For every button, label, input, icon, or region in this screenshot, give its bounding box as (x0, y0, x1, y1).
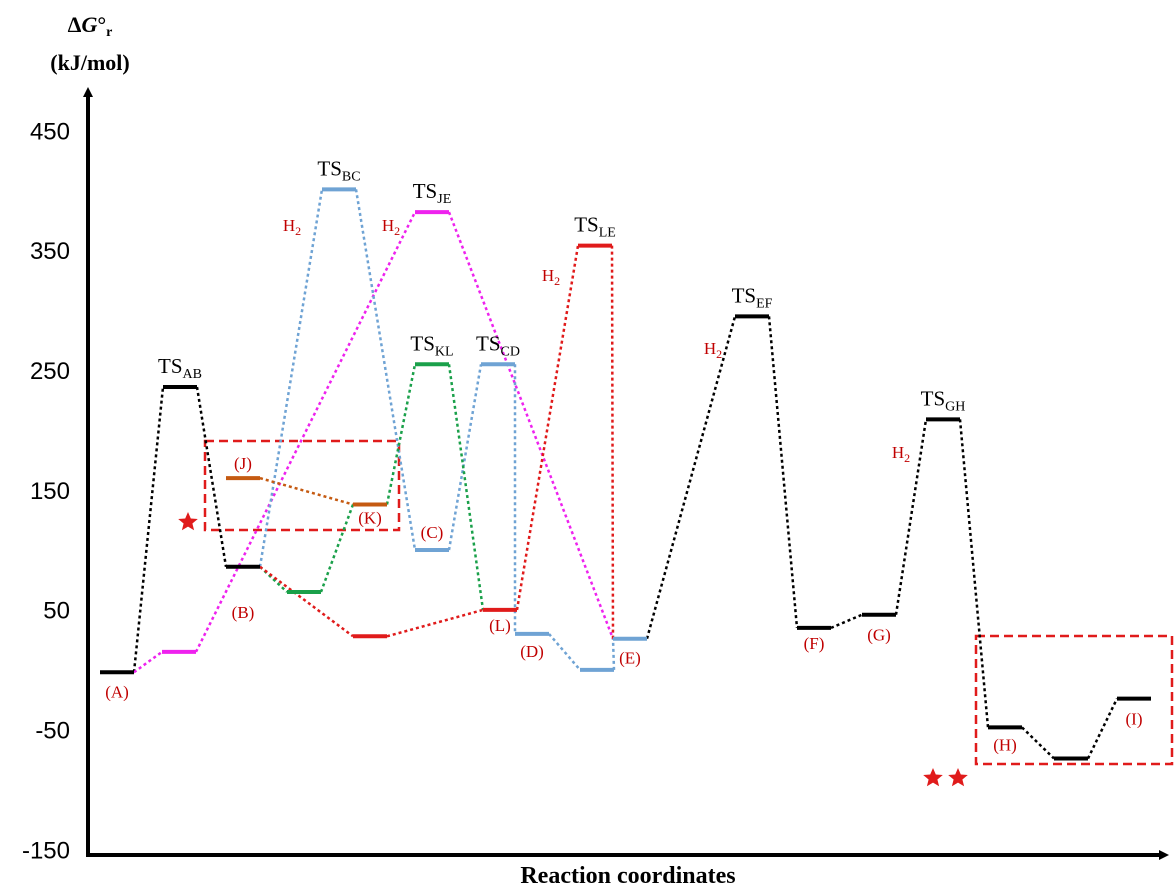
ts-label-sub: JE (437, 192, 451, 207)
ts-label: TSJE (413, 179, 452, 207)
ts-label: TSCD (476, 331, 520, 359)
h2-sub: 2 (904, 451, 910, 465)
state-label: (E) (619, 649, 641, 668)
h2-main: H (704, 339, 716, 358)
ts-label-main: TS (158, 354, 183, 378)
ts-label: TSLE (574, 213, 616, 241)
state-label: (L) (489, 616, 511, 635)
connector (549, 634, 580, 670)
connector (260, 189, 322, 566)
ts-label-main: TS (921, 386, 946, 410)
ts-label: TSBC (317, 156, 360, 184)
connector (134, 387, 163, 672)
h2-annotation: H2 (283, 216, 301, 238)
ts-label-main: TS (732, 283, 757, 307)
y-title-sub: r (106, 25, 112, 40)
ts-label-sub: BC (342, 169, 361, 184)
h2-sub: 2 (394, 224, 400, 238)
state-label: (D) (520, 642, 544, 661)
connector (612, 246, 613, 639)
ts-label-main: TS (317, 156, 342, 180)
connector (197, 387, 226, 567)
h2-annotation: H2 (704, 339, 722, 361)
connector (960, 419, 988, 727)
connector (134, 652, 162, 672)
h2-main: H (892, 443, 904, 462)
y-tick-label: -50 (35, 718, 70, 745)
y-axis-title: ΔG°r (68, 12, 113, 40)
connector (769, 316, 797, 628)
h2-sub: 2 (295, 224, 301, 238)
ts-label: TSEF (732, 283, 773, 311)
h2-sub: 2 (716, 347, 722, 361)
ts-label-sub: CD (501, 344, 520, 359)
ts-label: TSKL (410, 331, 453, 359)
ts-label-sub: KL (435, 344, 454, 359)
ts-label-main: TS (410, 331, 435, 355)
ts-label-sub: LE (599, 226, 616, 241)
state-label: (B) (232, 603, 255, 622)
connector (387, 610, 483, 636)
h2-main: H (283, 216, 295, 235)
connector (196, 212, 415, 652)
connector (449, 212, 613, 639)
h2-main: H (542, 266, 554, 285)
connector (1022, 727, 1054, 758)
y-tick-label: 150 (30, 478, 70, 505)
connector (647, 316, 735, 638)
connector (260, 478, 353, 504)
state-label: (J) (234, 454, 252, 473)
star (948, 768, 968, 786)
y-title-symbol: G (81, 12, 97, 37)
connector (260, 567, 287, 592)
connector (449, 364, 483, 610)
connector (517, 246, 578, 610)
h2-main: H (382, 216, 394, 235)
ts-label-sub: EF (756, 296, 773, 311)
connector (321, 504, 353, 591)
h2-annotation: H2 (542, 266, 560, 288)
links (134, 189, 1117, 758)
y-tick-label: -150 (22, 837, 70, 864)
state-label: (A) (105, 682, 129, 701)
connector (449, 364, 481, 550)
h2-annotation: H2 (892, 443, 910, 465)
state-label: (C) (421, 523, 444, 542)
state-label: (I) (1126, 710, 1143, 729)
state-label: (K) (358, 508, 382, 527)
state-label: (G) (867, 626, 891, 645)
h2-sub: 2 (554, 274, 560, 288)
y-title-delta: Δ (68, 12, 82, 37)
state-label: (H) (993, 735, 1017, 754)
connector (1088, 699, 1117, 759)
ts-label-main: TS (476, 331, 501, 355)
y-title-degree: ° (97, 12, 106, 37)
star (923, 768, 943, 786)
ts-label: TSAB (158, 354, 202, 382)
chart: ΔG°r (kJ/mol) Reaction coordinates 450 35… (0, 0, 1176, 893)
y-tick-label: 450 (30, 118, 70, 145)
ts-label-sub: AB (183, 367, 202, 382)
connector (613, 639, 614, 670)
y-tick-label: 50 (43, 598, 70, 625)
star (178, 512, 198, 530)
connector (387, 364, 415, 504)
connector (356, 189, 415, 550)
ts-label-sub: GH (945, 399, 965, 414)
page: ΔG°r (kJ/mol) Reaction coordinates 450 35… (0, 0, 1176, 893)
x-axis-title: Reaction coordinates (520, 863, 735, 889)
ts-label: TSGH (921, 386, 966, 414)
y-tick-label: 250 (30, 358, 70, 385)
connector (831, 615, 862, 628)
y-axis-units: (kJ/mol) (50, 50, 129, 75)
ts-label-main: TS (413, 179, 438, 203)
h2-annotation: H2 (382, 216, 400, 238)
ts-label-main: TS (574, 213, 599, 237)
state-label: (F) (804, 634, 825, 653)
y-tick-label: 350 (30, 238, 70, 265)
connector (260, 567, 353, 637)
